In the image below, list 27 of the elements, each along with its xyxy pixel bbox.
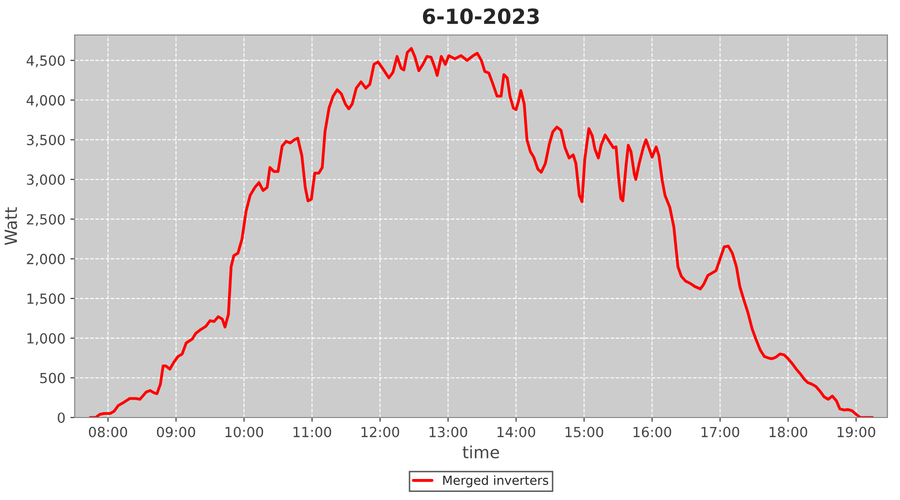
x-tick-label: 18:00	[770, 426, 808, 438]
y-tick-label: 500	[40, 372, 65, 384]
y-tick-label: 2,000	[26, 254, 65, 266]
y-tick-label: 3,000	[26, 174, 65, 186]
x-tick-label: 17:00	[702, 426, 740, 438]
x-tick-label: 08:00	[88, 426, 128, 438]
x-tick-label: 11:00	[294, 426, 332, 438]
chart-title: 6-10-2023	[422, 8, 539, 24]
x-tick-label: 09:00	[156, 426, 196, 438]
y-tick-label: 1,500	[27, 293, 65, 306]
y-tick-label: 4,000	[26, 95, 65, 107]
y-tick-label: 4,500	[26, 55, 65, 68]
legend-label: Merged inverters	[443, 475, 548, 488]
y-tick-label: 3,500	[26, 134, 65, 147]
x-tick-label: 14:00	[498, 426, 536, 438]
x-tick-label: 13:00	[430, 426, 468, 438]
x-tick-label: 15:00	[566, 426, 604, 438]
x-tick-label: 19:00	[838, 426, 876, 438]
line-series	[88, 47, 874, 418]
x-tick-label: 16:00	[634, 426, 672, 438]
y-tick-label: 2,500	[26, 214, 65, 226]
x-tick-label: 10:00	[226, 426, 264, 438]
x-axis-title: time	[462, 446, 499, 458]
y-tick-label: 1,000	[27, 333, 65, 346]
y-tick-label: 0	[58, 412, 65, 423]
x-tick-label: 12:00	[362, 426, 400, 438]
y-axis-title: Watt	[4, 207, 18, 246]
